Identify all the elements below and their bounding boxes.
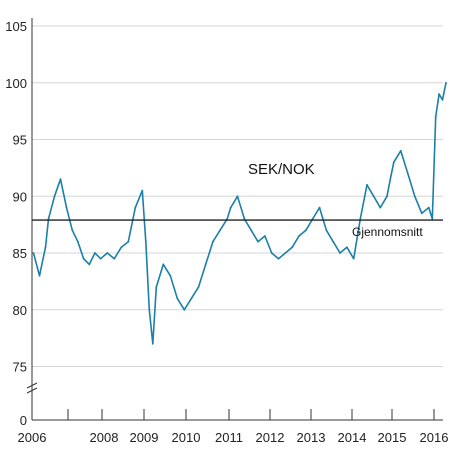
data-point xyxy=(346,246,348,249)
data-point xyxy=(298,235,300,237)
data-point xyxy=(38,274,41,277)
data-point xyxy=(236,195,239,198)
data-point xyxy=(318,206,321,209)
data-point xyxy=(106,252,109,254)
data-point xyxy=(99,257,102,260)
axes xyxy=(26,18,443,421)
data-point xyxy=(366,184,368,186)
y-tick-label: 80 xyxy=(13,303,27,318)
data-point xyxy=(434,115,437,118)
data-point xyxy=(431,218,434,220)
data-point xyxy=(155,286,158,288)
y-tick-label: 85 xyxy=(13,246,27,261)
data-point xyxy=(372,195,375,198)
data-point xyxy=(190,297,193,300)
series-label-sek-nok: SEK/NOK xyxy=(248,161,315,178)
data-point xyxy=(352,257,355,260)
y-tick-label: 95 xyxy=(13,133,27,148)
data-point xyxy=(65,206,68,209)
data-point xyxy=(77,240,79,243)
data-point xyxy=(359,218,362,220)
y-tick-label: 100 xyxy=(5,76,27,91)
data-point xyxy=(144,240,147,243)
data-point xyxy=(264,235,266,237)
y-tick-label: 75 xyxy=(13,360,27,375)
x-tick-label: 2006 xyxy=(18,430,47,445)
data-point xyxy=(226,218,229,220)
data-point xyxy=(291,246,294,249)
data-point xyxy=(127,240,130,243)
data-point xyxy=(204,263,207,266)
data-point xyxy=(219,229,221,232)
data-point xyxy=(212,240,214,243)
data-point xyxy=(389,178,392,181)
data-point xyxy=(148,308,151,311)
data-point xyxy=(134,206,137,209)
data-point xyxy=(427,206,430,209)
data-point xyxy=(53,195,56,198)
x-tick-label: 2016 xyxy=(420,430,449,445)
data-point xyxy=(82,257,85,260)
data-point xyxy=(151,342,154,345)
data-point xyxy=(339,252,341,254)
x-tick-label: 2011 xyxy=(215,430,243,445)
data-point xyxy=(386,195,388,198)
data-point xyxy=(277,257,280,260)
data-point xyxy=(113,257,116,260)
grid-lines xyxy=(32,25,443,367)
x-tick-label: 2012 xyxy=(256,430,285,445)
x-tick-label: 2009 xyxy=(130,430,159,445)
data-point xyxy=(47,218,50,220)
data-point xyxy=(197,286,200,288)
data-point xyxy=(162,263,165,266)
series-line-sek-nok xyxy=(32,82,447,345)
data-point xyxy=(332,240,335,243)
data-point xyxy=(32,252,35,254)
data-point xyxy=(243,218,246,220)
data-point xyxy=(141,189,144,192)
data-point xyxy=(445,81,447,84)
data-point xyxy=(305,229,307,232)
y-tick-label: 90 xyxy=(13,189,27,204)
series-points xyxy=(32,81,447,345)
y-tick-label: 0 xyxy=(20,413,27,428)
data-point xyxy=(94,252,96,254)
x-tick-marks xyxy=(31,409,435,420)
data-point xyxy=(438,93,440,95)
data-point xyxy=(399,149,402,152)
x-tick-label: 2008 xyxy=(90,430,119,445)
data-point xyxy=(379,206,382,209)
data-point xyxy=(325,229,328,232)
data-point xyxy=(392,161,395,164)
data-point xyxy=(229,206,232,209)
data-point xyxy=(88,263,91,266)
data-point xyxy=(169,274,172,277)
data-point xyxy=(44,246,47,249)
data-point xyxy=(250,229,253,232)
data-point xyxy=(270,252,273,254)
data-point xyxy=(284,252,287,254)
axis-break-icon xyxy=(26,382,38,394)
data-point xyxy=(120,246,123,249)
x-tick-label: 2014 xyxy=(338,430,367,445)
data-point xyxy=(420,212,423,215)
y-tick-labels: 0 75 80 85 90 95 100 105 xyxy=(5,19,27,428)
average-label: Gjennomsnitt xyxy=(352,225,423,239)
data-point xyxy=(71,229,74,232)
data-point xyxy=(406,172,409,175)
data-point xyxy=(183,308,186,311)
data-point xyxy=(59,178,62,181)
x-tick-label: 2015 xyxy=(378,430,407,445)
data-point xyxy=(176,297,179,300)
y-tick-label: 105 xyxy=(5,19,27,34)
x-tick-labels: 2006 2008 2009 2010 2011 2012 2013 2014 2015 2016 xyxy=(18,430,449,445)
data-point xyxy=(441,98,444,101)
data-point xyxy=(257,240,259,243)
x-tick-label: 2013 xyxy=(297,430,326,445)
x-tick-label: 2010 xyxy=(172,430,201,445)
data-point xyxy=(311,218,314,220)
data-point xyxy=(413,195,416,198)
